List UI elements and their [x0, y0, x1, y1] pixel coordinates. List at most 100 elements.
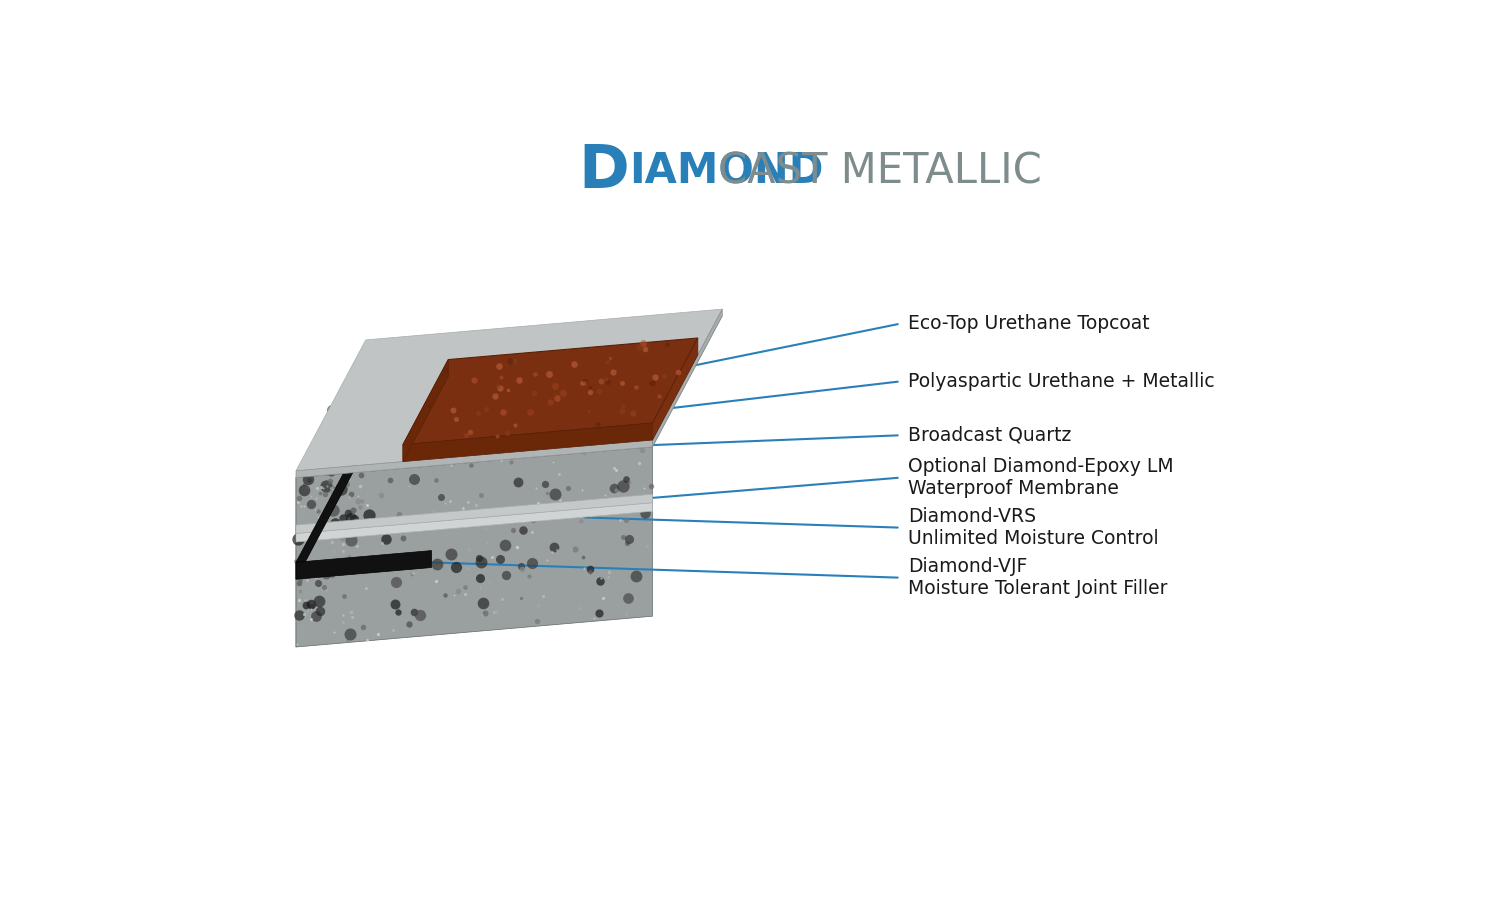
Point	[488, 359, 512, 374]
Polygon shape	[296, 440, 652, 478]
Point	[288, 584, 312, 598]
Point	[306, 510, 330, 525]
Text: Optional Diamond-Epoxy LM
Waterproof Membrane: Optional Diamond-Epoxy LM Waterproof Mem…	[908, 457, 1174, 498]
Point	[333, 505, 357, 519]
Point	[592, 488, 616, 502]
Point	[465, 448, 489, 463]
Point	[576, 399, 600, 413]
Point	[356, 498, 380, 512]
Point	[507, 371, 531, 385]
Point	[518, 405, 542, 419]
Point	[382, 597, 406, 611]
Point	[318, 439, 342, 454]
Point	[579, 385, 603, 400]
Point	[340, 405, 364, 419]
Polygon shape	[296, 503, 652, 542]
Point	[321, 502, 345, 517]
Point	[302, 526, 326, 541]
Point	[424, 574, 448, 589]
Point	[471, 596, 495, 610]
Point	[321, 493, 345, 508]
Point	[345, 539, 369, 554]
Point	[348, 479, 372, 493]
Point	[546, 392, 570, 406]
Point	[480, 550, 504, 564]
Point	[419, 348, 442, 363]
Point	[567, 362, 591, 376]
Point	[572, 446, 596, 460]
Point	[315, 525, 339, 539]
Point	[433, 363, 457, 377]
Point	[578, 380, 602, 394]
Point	[294, 603, 318, 617]
Point	[610, 404, 634, 419]
Point	[423, 367, 447, 382]
Point	[522, 509, 546, 524]
Point	[345, 424, 369, 438]
Point	[304, 580, 328, 594]
Point	[308, 434, 332, 448]
Point	[360, 344, 384, 358]
Point	[486, 349, 510, 364]
Point	[471, 607, 495, 621]
Point	[322, 418, 346, 432]
Point	[474, 606, 498, 620]
Point	[456, 495, 480, 509]
Point	[310, 512, 334, 526]
Point	[326, 404, 350, 419]
Point	[636, 420, 660, 435]
Point	[444, 412, 468, 427]
Point	[306, 576, 330, 590]
Point	[597, 564, 621, 579]
Point	[495, 426, 519, 440]
Point	[609, 500, 633, 515]
Point	[506, 540, 530, 554]
Point	[285, 554, 309, 568]
Point	[572, 562, 596, 576]
Point	[470, 554, 494, 569]
Point	[298, 489, 322, 503]
Point	[592, 410, 616, 425]
Point	[512, 510, 536, 525]
Point	[336, 404, 360, 419]
Point	[336, 446, 360, 460]
Text: D: D	[579, 141, 630, 201]
Point	[520, 525, 544, 539]
Point	[292, 482, 316, 497]
Point	[417, 399, 441, 413]
Point	[586, 378, 610, 392]
Point	[310, 519, 334, 534]
Point	[369, 440, 393, 454]
Polygon shape	[404, 360, 448, 462]
Point	[419, 507, 442, 521]
Point	[336, 436, 360, 450]
Point	[294, 592, 318, 607]
Point	[442, 588, 466, 602]
Point	[486, 379, 510, 393]
Point	[446, 397, 470, 411]
Point	[525, 481, 549, 495]
Point	[627, 456, 651, 471]
Point	[304, 576, 328, 590]
Point	[458, 433, 482, 447]
Point	[298, 601, 322, 616]
Point	[556, 508, 580, 523]
Point	[634, 538, 658, 553]
Point	[490, 405, 514, 419]
Point	[315, 582, 339, 597]
Point	[354, 581, 378, 596]
Point	[532, 440, 556, 454]
Point	[375, 532, 399, 546]
Point	[610, 375, 634, 390]
Point	[594, 355, 618, 369]
Point	[472, 521, 496, 535]
Point	[342, 411, 366, 426]
Polygon shape	[296, 431, 366, 580]
Point	[572, 549, 596, 563]
Point	[370, 340, 394, 355]
Point	[566, 328, 590, 343]
Point	[350, 413, 374, 428]
Polygon shape	[296, 446, 652, 647]
Point	[318, 430, 342, 445]
Point	[544, 370, 568, 384]
